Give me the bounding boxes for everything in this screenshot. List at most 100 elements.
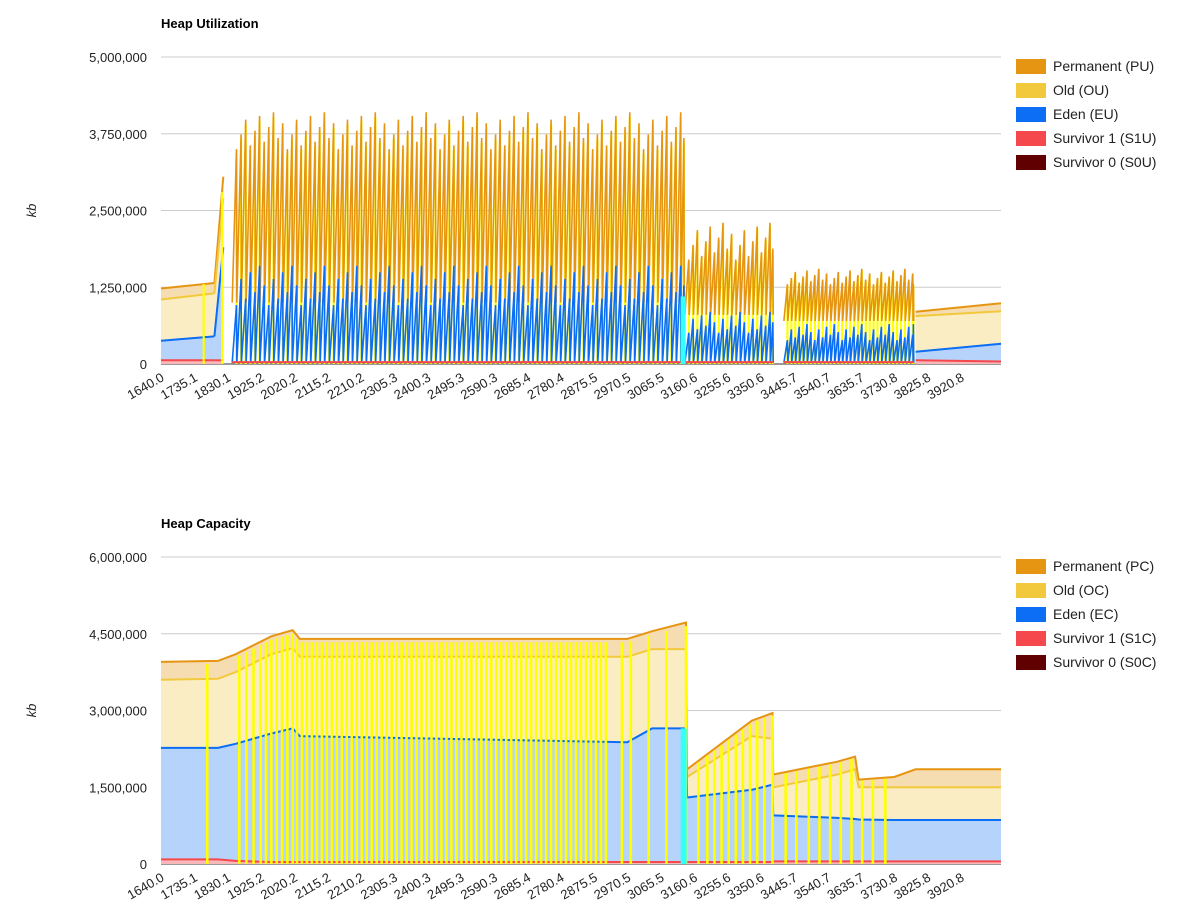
legend-label: Survivor 0 (S0U) [1053, 154, 1157, 170]
y-tick-label: 0 [140, 357, 147, 372]
x-tick-label: 2020.2 [258, 370, 300, 403]
y-tick-label: 3,000,000 [89, 704, 147, 719]
series-line-permanent [684, 222, 774, 315]
x-tick-label: 1830.1 [191, 370, 233, 403]
series-line-eden [684, 311, 774, 363]
y-tick-label: 1,250,000 [89, 280, 147, 295]
x-tick-label: 2970.5 [591, 370, 633, 403]
series-line-old [915, 310, 1002, 318]
gc-marker-full [680, 728, 687, 864]
legend-swatch [1016, 106, 1046, 122]
x-tick-label: 1925.2 [225, 870, 267, 903]
legend-swatch [1016, 130, 1046, 146]
x-tick-label: 2210.2 [325, 370, 367, 403]
legend-swatch [1016, 82, 1046, 98]
y-tick-label: 2,500,000 [89, 204, 147, 219]
x-tick-label: 2970.5 [591, 870, 633, 903]
legend-item-eden: Eden (EU) [1016, 102, 1156, 126]
heap-capacity-chart: Heap Capacity 6,000,000 4,500,000 3,000,00… [0, 500, 1192, 920]
legend-item-eden: Eden (EC) [1016, 602, 1156, 626]
legend-label: Eden (EU) [1053, 106, 1119, 122]
x-tick-label: 2590.3 [458, 370, 500, 403]
x-tick-label: 2020.2 [258, 870, 300, 903]
x-tick-label: 2210.2 [325, 870, 367, 903]
x-tick-label: 2875.5 [558, 370, 600, 403]
x-tick-label: 3255.6 [691, 870, 733, 903]
legend-label: Survivor 1 (S1U) [1053, 130, 1157, 146]
series-area-old [915, 311, 1001, 352]
x-tick-label: 3730.8 [858, 870, 900, 903]
x-tick-label: 2305.3 [358, 370, 400, 403]
series-line-permanent [160, 282, 215, 290]
legend-label: Survivor 0 (S0C) [1053, 654, 1157, 670]
x-tick-label: 3065.5 [625, 870, 667, 903]
x-tick-label: 2305.3 [358, 870, 400, 903]
x-tick-label: 3825.8 [891, 370, 933, 403]
y-tick-label: 0 [140, 857, 147, 872]
x-tick-label: 2685.4 [491, 370, 533, 403]
legend-item-old: Old (OC) [1016, 578, 1156, 602]
series-line-permanent [783, 268, 915, 322]
heap-utilization-chart: Heap Utilization 5,000,000 3,750,000 2,500… [24, 16, 1156, 403]
x-tick-label: 2400.3 [391, 870, 433, 903]
x-tick-label: 2495.3 [425, 370, 467, 403]
x-tick-label: 3160.6 [658, 870, 700, 903]
legend-item-permanent: Permanent (PU) [1016, 54, 1156, 78]
x-tick-label: 3065.5 [625, 370, 667, 403]
plot-area [160, 112, 1002, 364]
y-tick-label: 6,000,000 [89, 550, 147, 565]
legend-label: Old (OU) [1053, 82, 1109, 98]
x-tick-label: 2495.3 [425, 870, 467, 903]
y-tick-label: 3,750,000 [89, 127, 147, 142]
series-area-permanent [915, 303, 1001, 317]
y-axis-label: kb [24, 704, 39, 718]
x-tick-label: 3160.6 [658, 370, 700, 403]
x-tick-label: 1735.1 [158, 870, 200, 903]
x-tick-label: 1830.1 [191, 870, 233, 903]
series-area-old [214, 198, 224, 337]
series-area-eden [161, 336, 215, 361]
legend-swatch [1016, 630, 1046, 646]
legend-swatch [1016, 582, 1046, 598]
x-tick-label: 1640.0 [125, 370, 167, 403]
legend-item-survivor-0: Survivor 0 (S0C) [1016, 650, 1156, 674]
series-line-survivor-1 [915, 359, 1002, 363]
legend-label: Old (OC) [1053, 582, 1109, 598]
chart-title: Heap Utilization [161, 16, 259, 31]
x-tick-label: 2115.2 [292, 870, 333, 902]
legend-swatch [1016, 654, 1046, 670]
legend-item-survivor-0: Survivor 0 (S0U) [1016, 150, 1156, 174]
legend-label: Eden (EC) [1053, 606, 1119, 622]
legend-item-permanent: Permanent (PC) [1016, 554, 1156, 578]
x-tick-label: 2875.5 [558, 870, 600, 903]
legend-item-old: Old (OU) [1016, 78, 1156, 102]
x-tick-label: 3635.7 [825, 370, 867, 403]
y-tick-label: 1,500,000 [89, 780, 147, 795]
series-bands [160, 112, 1002, 364]
legend-label: Permanent (PU) [1053, 58, 1155, 74]
x-tick-label: 3445.7 [758, 370, 800, 403]
chart-title: Heap Capacity [161, 516, 251, 531]
x-tick-label: 3920.8 [925, 370, 967, 403]
gc-marker-full [680, 296, 686, 364]
legend-label: Survivor 1 (S1C) [1053, 630, 1157, 646]
legend-swatch [1016, 606, 1046, 622]
x-tick-label: 3635.7 [825, 870, 867, 903]
legend-swatch [1016, 558, 1046, 574]
x-tick-label: 3350.6 [725, 370, 767, 403]
x-tick-label: 3825.8 [891, 870, 933, 903]
series-area-old [161, 293, 215, 341]
x-tick-label: 3730.8 [858, 370, 900, 403]
legend-label: Permanent (PC) [1053, 558, 1155, 574]
legend-swatch [1016, 58, 1046, 74]
x-tick-label: 1640.0 [125, 870, 167, 903]
series-line-old [160, 292, 215, 301]
x-tick-label: 3255.6 [691, 370, 733, 403]
chart-legend: Permanent (PU) Old (OU) Eden (EU) Surviv… [1016, 54, 1156, 174]
series-line-eden [915, 342, 1002, 353]
series-line-eden [160, 335, 215, 342]
x-tick-label: 1925.2 [225, 370, 267, 403]
x-tick-label: 3920.8 [925, 870, 967, 903]
chart-legend: Permanent (PC) Old (OC) Eden (EC) Surviv… [1016, 554, 1156, 674]
y-tick-label: 4,500,000 [89, 627, 147, 642]
